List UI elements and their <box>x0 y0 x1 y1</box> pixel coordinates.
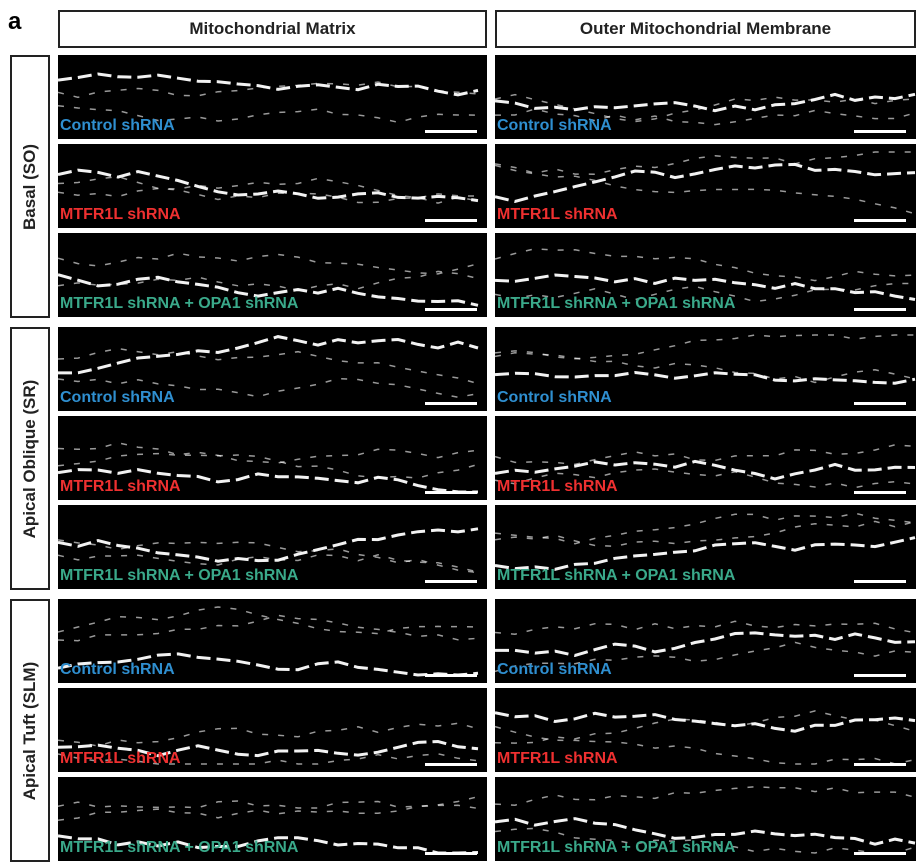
row-header: Basal (SO) <box>10 55 50 318</box>
scale-bar <box>854 130 906 133</box>
micrograph: MTFR1L shRNA + OPA1 shRNA <box>58 777 487 861</box>
micrograph: MTFR1L shRNA + OPA1 shRNA <box>58 505 487 589</box>
micrograph: MTFR1L shRNA + OPA1 shRNA <box>495 777 916 861</box>
figure: a (() => { const data = JSON.parse(docum… <box>0 0 916 860</box>
condition-label: MTFR1L shRNA <box>497 750 618 768</box>
micrograph: MTFR1L shRNA <box>495 144 916 228</box>
condition-label: Control shRNA <box>60 389 175 407</box>
condition-label: MTFR1L shRNA <box>60 750 181 768</box>
scale-bar <box>854 491 906 494</box>
scale-bar <box>854 308 906 311</box>
scale-bar <box>425 308 477 311</box>
scale-bar <box>854 580 906 583</box>
scale-bar <box>425 674 477 677</box>
scale-bar <box>854 402 906 405</box>
scale-bar <box>854 763 906 766</box>
scale-bar <box>425 402 477 405</box>
condition-label: MTFR1L shRNA + OPA1 shRNA <box>60 839 298 857</box>
micrograph: MTFR1L shRNA <box>495 688 916 772</box>
condition-label: Control shRNA <box>497 661 612 679</box>
column-header: Mitochondrial Matrix <box>58 10 487 48</box>
micrograph: Control shRNA <box>495 327 916 411</box>
scale-bar <box>425 763 477 766</box>
condition-label: MTFR1L shRNA + OPA1 shRNA <box>497 839 735 857</box>
row-label: Apical Tuft (SLM) <box>20 661 40 800</box>
condition-label: Control shRNA <box>60 661 175 679</box>
row-label: Apical Oblique (SR) <box>20 379 40 538</box>
condition-label: Control shRNA <box>497 389 612 407</box>
micrograph: MTFR1L shRNA <box>58 144 487 228</box>
micrograph: MTFR1L shRNA <box>58 416 487 500</box>
row-header: Apical Tuft (SLM) <box>10 599 50 862</box>
scale-bar <box>425 491 477 494</box>
scale-bar <box>854 674 906 677</box>
column-header: Outer Mitochondrial Membrane <box>495 10 916 48</box>
micrograph: Control shRNA <box>58 55 487 139</box>
micrograph: Control shRNA <box>58 599 487 683</box>
condition-label: MTFR1L shRNA <box>497 206 618 224</box>
row-header: Apical Oblique (SR) <box>10 327 50 590</box>
condition-label: MTFR1L shRNA + OPA1 shRNA <box>60 295 298 313</box>
condition-label: MTFR1L shRNA + OPA1 shRNA <box>497 567 735 585</box>
condition-label: Control shRNA <box>60 117 175 135</box>
condition-label: MTFR1L shRNA <box>497 478 618 496</box>
micrograph: Control shRNA <box>495 599 916 683</box>
condition-label: Control shRNA <box>497 117 612 135</box>
scale-bar <box>425 852 477 855</box>
scale-bar <box>425 219 477 222</box>
condition-label: MTFR1L shRNA + OPA1 shRNA <box>60 567 298 585</box>
scale-bar <box>854 852 906 855</box>
condition-label: MTFR1L shRNA <box>60 478 181 496</box>
micrograph: Control shRNA <box>58 327 487 411</box>
micrograph: MTFR1L shRNA + OPA1 shRNA <box>495 505 916 589</box>
micrograph: MTFR1L shRNA <box>58 688 487 772</box>
micrograph: MTFR1L shRNA + OPA1 shRNA <box>58 233 487 317</box>
scale-bar <box>425 130 477 133</box>
micrograph: MTFR1L shRNA <box>495 416 916 500</box>
condition-label: MTFR1L shRNA <box>60 206 181 224</box>
panel-label: a <box>8 8 21 36</box>
scale-bar <box>854 219 906 222</box>
scale-bar <box>425 580 477 583</box>
micrograph: MTFR1L shRNA + OPA1 shRNA <box>495 233 916 317</box>
row-label: Basal (SO) <box>20 144 40 230</box>
condition-label: MTFR1L shRNA + OPA1 shRNA <box>497 295 735 313</box>
micrograph: Control shRNA <box>495 55 916 139</box>
